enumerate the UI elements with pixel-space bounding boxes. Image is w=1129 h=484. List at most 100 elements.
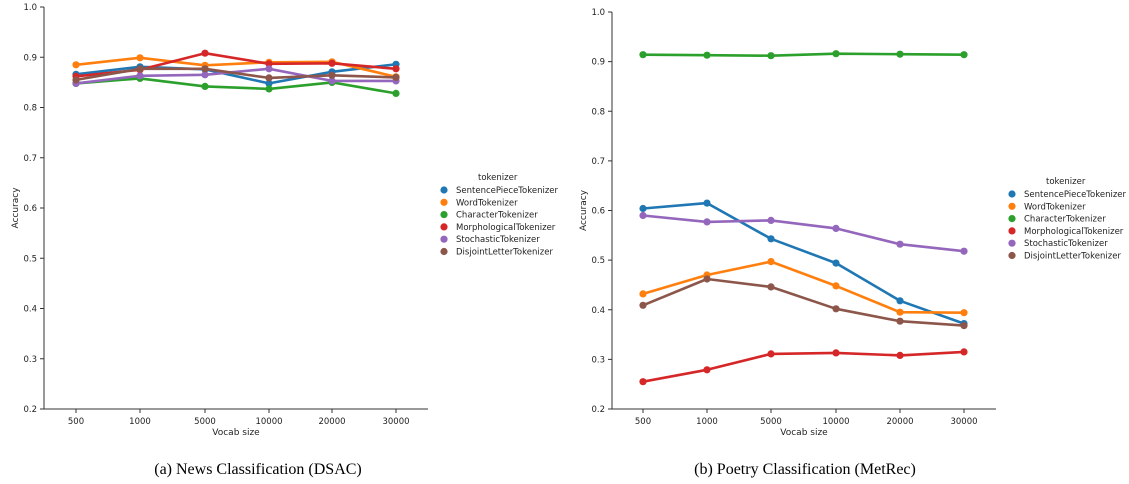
chart-b-point-morphologicaltokenizer	[639, 378, 647, 386]
chart-a-point-disjointlettertokenizer	[392, 73, 400, 81]
chart-b-series-line-disjointlettertokenizer	[642, 277, 965, 327]
chart-a-point-sentencepiecetokenizer	[265, 79, 273, 87]
chart-b-point-morphologicaltokenizer	[832, 349, 840, 357]
chart-b-x-tick-label: 30000	[950, 417, 977, 427]
chart-a-legend-marker-disjointlettertokenizer	[440, 247, 448, 256]
chart-b-point-sentencepiecetokenizer	[767, 235, 775, 243]
chart-a-point-charactertokenizer	[265, 85, 273, 93]
chart-b-point-wordtokenizer	[639, 290, 647, 298]
chart-b-x-tick-label: 500	[635, 417, 651, 427]
chart-a-y-tick-label: 0.8	[23, 104, 37, 114]
chart-b-point-charactertokenizer	[767, 52, 775, 60]
chart-a-point-stochastictokenizer	[265, 65, 273, 73]
chart-a-legend-marker-charactertokenizer	[440, 211, 448, 219]
chart-b-x-tick-label: 10000	[822, 417, 849, 427]
chart-b-point-wordtokenizer	[960, 309, 968, 317]
chart-b-point-stochastictokenizer	[896, 240, 904, 248]
chart-a-x-axis-label: Vocab size	[212, 428, 260, 438]
chart-b-point-sentencepiecetokenizer	[639, 204, 647, 213]
chart-b-series-line-stochastictokenizer	[642, 214, 965, 253]
chart-b-point-disjointlettertokenizer	[832, 305, 840, 313]
chart-b-y-tick-label: 0.2	[591, 405, 605, 415]
chart-b-x-tick-label: 1000	[696, 417, 718, 427]
chart-b-y-tick-label: 0.3	[591, 355, 605, 365]
chart-b-point-morphologicaltokenizer	[960, 348, 968, 356]
chart-b-series-line-morphologicaltokenizer	[642, 350, 965, 383]
chart-b-x-tick-label: 20000	[886, 417, 913, 427]
chart-a-caption: (a) News Classification (DSAC)	[154, 461, 362, 478]
chart-b-legend-label-charactertokenizer: CharacterTokenizer	[1024, 215, 1106, 225]
chart-b-legend-marker-disjointlettertokenizer	[1008, 251, 1016, 260]
chart-a-y-tick-label: 1.0	[23, 3, 37, 13]
chart-b-point-stochastictokenizer	[767, 216, 775, 224]
chart-b-legend-marker-wordtokenizer	[1008, 202, 1016, 210]
chart-a-y-tick-label: 0.4	[23, 305, 37, 315]
chart-b-legend-label-morphologicaltokenizer: MorphologicalTokenizer	[1024, 227, 1124, 237]
chart-a-legend-marker-sentencepiecetokenizer	[440, 186, 448, 194]
chart-a-legend-marker-stochastictokenizer	[440, 235, 448, 243]
chart-b-point-morphologicaltokenizer	[703, 366, 711, 374]
chart-a-legend-marker-wordtokenizer	[440, 198, 448, 206]
chart-b-point-charactertokenizer	[639, 51, 647, 59]
chart-b-point-wordtokenizer	[767, 258, 775, 266]
chart-b-point-morphologicaltokenizer	[767, 350, 775, 358]
chart-b-point-sentencepiecetokenizer	[832, 259, 840, 267]
chart-b-legend-label-wordtokenizer: WordTokenizer	[1024, 202, 1086, 212]
chart-b-legend-marker-stochastictokenizer	[1008, 239, 1016, 247]
chart-a-legend-title: tokenizer	[478, 173, 518, 183]
chart-a-point-morphologicaltokenizer	[265, 60, 273, 68]
chart-b-point-stochastictokenizer	[832, 224, 840, 232]
chart-a-point-morphologicaltokenizer	[328, 59, 336, 67]
chart-b-point-disjointlettertokenizer	[767, 283, 775, 291]
chart-b-point-disjointlettertokenizer	[960, 322, 968, 330]
chart-a-legend-label-sentencepiecetokenizer: SentencePieceTokenizer	[456, 186, 559, 196]
chart-b-legend-marker-charactertokenizer	[1008, 215, 1016, 223]
chart-a-point-morphologicaltokenizer	[201, 49, 209, 57]
chart-a-y-tick-label: 0.7	[23, 154, 37, 164]
chart-b-y-axis-label: Accuracy	[579, 189, 589, 231]
chart-a-point-charactertokenizer	[201, 82, 209, 90]
chart-a-point-stochastictokenizer	[136, 72, 144, 80]
chart-b-series-line-wordtokenizer	[642, 260, 965, 314]
chart-b-point-sentencepiecetokenizer	[896, 297, 904, 305]
chart-a-x-tick-label: 20000	[318, 417, 345, 427]
chart-a-series-line-charactertokenizer	[75, 77, 397, 95]
chart-a-point-disjointlettertokenizer	[265, 74, 273, 82]
chart-b-point-charactertokenizer	[960, 51, 968, 59]
chart-a-point-morphologicaltokenizer	[392, 65, 400, 73]
chart-b-y-tick-label: 0.4	[591, 306, 605, 316]
chart-b-legend-marker-sentencepiecetokenizer	[1008, 190, 1016, 198]
chart-a-legend-label-disjointlettertokenizer: DisjointLetterTokenizer	[456, 248, 553, 258]
chart-b-y-tick-label: 1.0	[591, 8, 605, 18]
chart-b-x-tick-label: 5000	[760, 417, 782, 427]
chart-a-x-tick-label: 1000	[129, 417, 151, 427]
chart-b-point-charactertokenizer	[703, 51, 711, 59]
chart-a-legend-label-wordtokenizer: WordTokenizer	[456, 198, 518, 208]
chart-a-point-disjointlettertokenizer	[328, 71, 336, 79]
chart-a-point-stochastictokenizer	[328, 77, 336, 85]
chart-b-legend-label-disjointlettertokenizer: DisjointLetterTokenizer	[1024, 252, 1121, 262]
chart-a-x-tick-label: 5000	[194, 417, 216, 427]
chart-b-point-disjointlettertokenizer	[639, 301, 647, 309]
chart-a-x-tick-label: 10000	[255, 417, 282, 427]
chart-a-y-tick-label: 0.5	[23, 254, 37, 264]
chart-b-y-tick-label: 0.7	[591, 157, 605, 167]
chart-b-point-stochastictokenizer	[703, 218, 711, 226]
chart-b-y-tick-label: 0.5	[591, 256, 605, 266]
chart-b-series-line-sentencepiecetokenizer	[642, 201, 965, 325]
chart-a-series-line-disjointlettertokenizer	[75, 67, 397, 82]
chart-a-legend-label-stochastictokenizer: StochasticTokenizer	[456, 235, 540, 245]
chart-b-point-disjointlettertokenizer	[703, 275, 711, 283]
chart-a-y-axis-label: Accuracy	[11, 187, 21, 229]
chart-b-point-wordtokenizer	[832, 282, 840, 290]
chart-a-point-stochastictokenizer	[201, 71, 209, 79]
chart-a-y-tick-label: 0.2	[23, 405, 37, 415]
chart-a-point-charactertokenizer	[392, 89, 400, 97]
chart-a-x-tick-label: 500	[68, 417, 84, 427]
chart-b-y-tick-label: 0.6	[591, 207, 605, 217]
chart-a-point-disjointlettertokenizer	[72, 76, 80, 84]
chart-b-point-stochastictokenizer	[960, 247, 968, 255]
chart-a-point-wordtokenizer	[72, 61, 80, 69]
chart-b-y-tick-label: 0.9	[591, 58, 605, 68]
